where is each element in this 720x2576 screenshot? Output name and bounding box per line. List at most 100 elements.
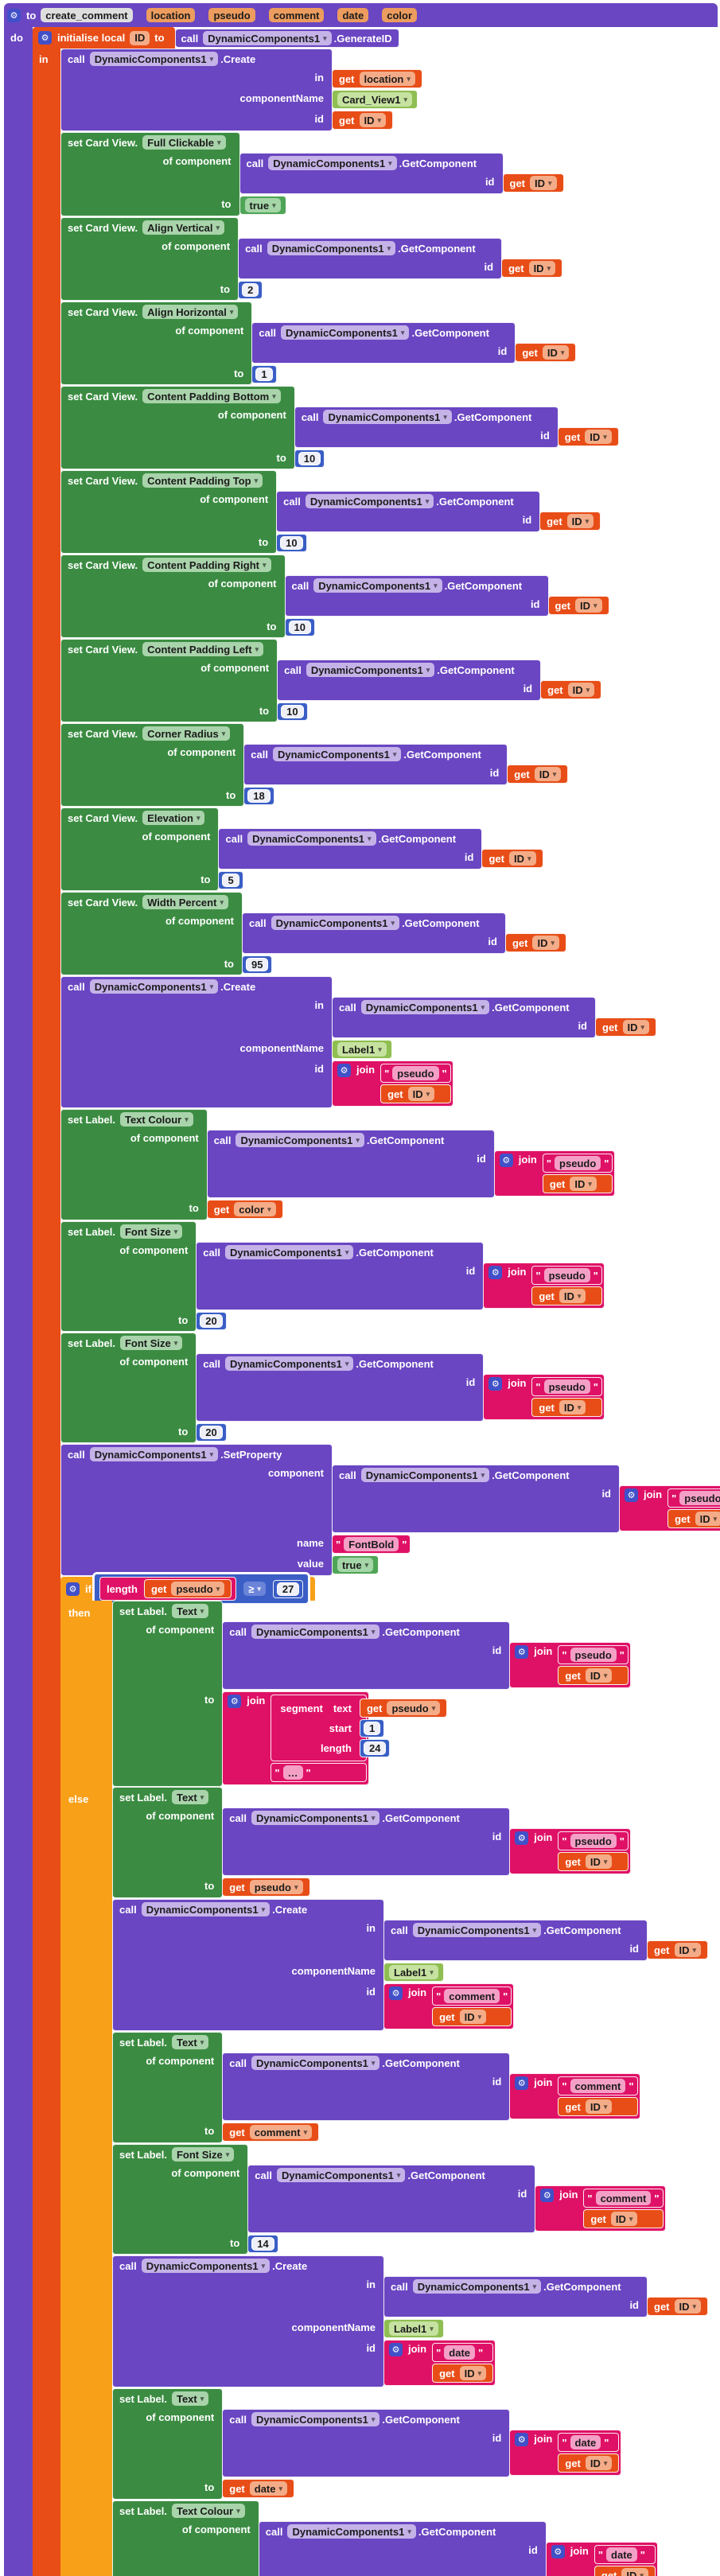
number-block[interactable]: 1 — [359, 1719, 385, 1737]
component-name-block[interactable]: Card_View1 ▾ — [332, 90, 418, 109]
getcomponent-call[interactable]: call DynamicComponents1 ▾ .GetComponent id ⚙ j… — [332, 1465, 720, 1533]
get-block[interactable]: get comment ▾ — [222, 2123, 320, 2142]
call-statement-block[interactable]: call DynamicComponents1 ▾ .Create in call Dyna… — [112, 1899, 709, 2031]
set-block[interactable]: set Card View. Align Vertical ▾ of componen… — [60, 217, 563, 301]
set-block[interactable]: set Label. Font Size ▾ of component call Dyna… — [60, 1221, 605, 1332]
getcomponent-call[interactable]: call DynamicComponents1 ▾ .GetComponent id ⚙ j… — [206, 1130, 616, 1198]
component-name-block[interactable]: Label1 ▾ — [332, 1040, 392, 1059]
boolean-pill[interactable]: true ▾ — [244, 198, 281, 212]
variable-pill[interactable]: ID ▾ — [575, 598, 602, 613]
variable-pill[interactable]: ID ▾ — [622, 1020, 650, 1034]
variable-pill[interactable]: comment ▾ — [249, 2125, 313, 2139]
gear-icon[interactable]: ⚙ — [66, 1582, 80, 1596]
string-pill[interactable]: comment — [595, 2191, 652, 2205]
variable-pill[interactable]: ID ▾ — [359, 113, 387, 127]
component-dropdown[interactable]: DynamicComponents1 ▾ — [272, 747, 402, 761]
string-pill[interactable]: date — [606, 2547, 637, 2562]
get-block[interactable]: get ID ▾ — [558, 2097, 638, 2116]
variable-pill[interactable]: ID ▾ — [528, 261, 556, 275]
component-dropdown[interactable]: DynamicComponents1 ▾ — [251, 1811, 380, 1825]
getcomponent-call[interactable]: call DynamicComponents1 ▾ .GetComponent id ⚙ j… — [222, 1807, 631, 1876]
component-pill[interactable]: Label1 ▾ — [337, 1042, 387, 1056]
join-block[interactable]: ⚙ join " date " get ID ▾ — [509, 2430, 622, 2476]
gear-icon[interactable]: ⚙ — [389, 2343, 403, 2356]
component-pill[interactable]: Label1 ▾ — [389, 1965, 438, 1979]
number-block[interactable]: 10 — [276, 534, 307, 552]
get-block[interactable]: get ID ▾ — [647, 2297, 709, 2316]
component-dropdown[interactable]: DynamicComponents1 ▾ — [203, 31, 332, 45]
getcomponent-call[interactable]: call DynamicComponents1 ▾ .GetComponent id ge… — [383, 1920, 709, 1961]
variable-pill[interactable]: ID ▾ — [558, 1289, 586, 1303]
gear-icon[interactable]: ⚙ — [337, 1064, 351, 1077]
component-dropdown[interactable]: DynamicComponents1 ▾ — [270, 916, 400, 930]
text-string-block[interactable]: " FontBold " — [332, 1535, 411, 1554]
string-pill[interactable]: comment — [444, 1989, 500, 2003]
string-pill[interactable]: pseudo — [392, 1066, 439, 1080]
text-string-block[interactable]: " date " — [558, 2433, 620, 2452]
local-variable-pill[interactable]: ID — [130, 30, 150, 45]
string-pill[interactable]: date — [570, 2435, 601, 2450]
component-dropdown[interactable]: DynamicComponents1 ▾ — [89, 52, 219, 66]
variable-pill[interactable]: ID ▾ — [674, 1943, 702, 1957]
getcomponent-call[interactable]: call DynamicComponents1 ▾ .GetComponent id ge… — [218, 828, 543, 870]
number-value[interactable]: 1 — [363, 1722, 381, 1735]
component-name-block[interactable]: Label1 ▾ — [383, 1963, 444, 1982]
component-dropdown[interactable]: DynamicComponents1 ▾ — [287, 2524, 416, 2539]
string-pill[interactable]: pseudo — [543, 1268, 590, 1282]
string-pill[interactable]: pseudo — [543, 1379, 590, 1394]
get-block[interactable]: get ID ▾ — [540, 680, 602, 699]
component-dropdown[interactable]: DynamicComponents1 ▾ — [251, 2056, 380, 2070]
property-dropdown[interactable]: Text ▾ — [171, 2035, 209, 2049]
component-dropdown[interactable]: DynamicComponents1 ▾ — [360, 1000, 490, 1014]
string-pill[interactable]: pseudo — [570, 1834, 617, 1848]
string-pill[interactable]: comment — [570, 2079, 626, 2093]
number-block[interactable]: 10 — [294, 449, 325, 468]
get-block[interactable]: get ID ▾ — [558, 2453, 620, 2473]
gear-icon[interactable]: ⚙ — [228, 1695, 242, 1708]
gear-icon[interactable]: ⚙ — [515, 2076, 529, 2090]
variable-pill[interactable]: ID ▾ — [610, 2212, 638, 2226]
property-dropdown[interactable]: Content Padding Right ▾ — [142, 558, 271, 572]
set-block[interactable]: set Label. Text Colour ▾ of component call Dy… — [60, 1109, 616, 1220]
number-value[interactable]: 95 — [245, 958, 269, 971]
segment-block[interactable]: segment text get pseudo ▾ start 1 length 24 — [270, 1695, 448, 1761]
get-block[interactable]: get ID ▾ — [647, 1940, 709, 1959]
get-block[interactable]: get ID ▾ — [539, 512, 601, 531]
property-dropdown[interactable]: Font Size ▾ — [119, 1224, 183, 1239]
component-dropdown[interactable]: DynamicComponents1 ▾ — [247, 831, 376, 846]
join-block[interactable]: ⚙ join " comment " get ID ▾ — [383, 1983, 515, 2029]
variable-pill[interactable]: ID ▾ — [567, 683, 595, 697]
set-block[interactable]: set Label. Font Size ▾ of component call Dyna… — [60, 1333, 605, 1443]
component-dropdown[interactable]: DynamicComponents1 ▾ — [89, 979, 219, 994]
get-block[interactable]: get pseudo ▾ — [222, 1878, 310, 1897]
property-dropdown[interactable]: Width Percent ▾ — [142, 895, 228, 909]
gear-icon[interactable]: ⚙ — [625, 1488, 638, 1502]
component-dropdown[interactable]: DynamicComponents1 ▾ — [141, 2259, 270, 2273]
join-block[interactable]: ⚙ join segment text get pseudo ▾ start 1 length 24… — [222, 1691, 448, 1785]
get-block[interactable]: get ID ▾ — [594, 2566, 656, 2576]
set-block[interactable]: set Card View. Corner Radius ▾ of component… — [60, 723, 569, 807]
if-block[interactable]: ⚙ if length get pseudo ▾ ≥ ▾ 27 then set Label. Tex… — [60, 1572, 709, 2576]
getcomponent-call[interactable]: call DynamicComponents1 ▾ .GetComponent id ge… — [243, 744, 569, 785]
variable-pill[interactable]: ID ▾ — [585, 1854, 613, 1869]
gear-icon[interactable]: ⚙ — [488, 1377, 503, 1391]
component-dropdown[interactable]: DynamicComponents1 ▾ — [360, 1468, 490, 1482]
set-block[interactable]: set Card View. Content Padding Left ▾ of co… — [60, 639, 602, 722]
set-block[interactable]: set Label. Text ▾ of component call DynamicCo… — [112, 2388, 622, 2500]
gear-icon[interactable]: ⚙ — [551, 2545, 565, 2558]
text-string-block[interactable]: " pseudo " — [531, 1377, 602, 1396]
property-dropdown[interactable]: Text Colour ▾ — [119, 1112, 193, 1127]
call-statement-block[interactable]: call DynamicComponents1 ▾ .SetProperty compo… — [60, 1444, 720, 1576]
variable-pill[interactable]: ID ▾ — [585, 2456, 613, 2470]
component-name-block[interactable]: Label1 ▾ — [383, 2319, 444, 2338]
number-block[interactable]: 1 — [251, 365, 277, 383]
variable-pill[interactable]: pseudo ▾ — [249, 1880, 303, 1894]
component-dropdown[interactable]: DynamicComponents1 ▾ — [267, 241, 396, 255]
string-pill[interactable]: pseudo — [679, 1491, 720, 1505]
getcomponent-call[interactable]: call DynamicComponents1 ▾ .GetComponent id ⚙ j… — [196, 1242, 605, 1310]
set-block[interactable]: set Card View. Width Percent ▾ of component… — [60, 892, 566, 975]
set-block[interactable]: set Card View. Content Padding Right ▾ of c… — [60, 555, 609, 638]
component-dropdown[interactable]: DynamicComponents1 ▾ — [268, 156, 397, 170]
